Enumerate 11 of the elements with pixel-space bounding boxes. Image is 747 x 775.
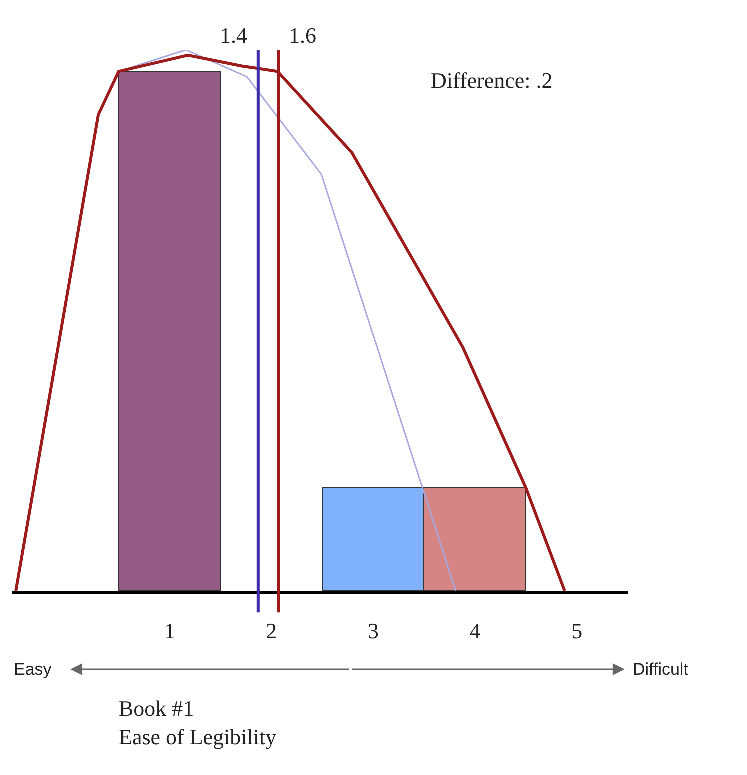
annotation: Difference: .2 <box>431 68 553 93</box>
x-tick-label: 2 <box>266 618 278 644</box>
text: 1.4 <box>220 23 248 48</box>
text: 1.6 <box>289 23 316 48</box>
x-axis-title: Book #1 Ease of Legibility <box>119 696 277 750</box>
x-tick-label: 3 <box>368 618 379 644</box>
x-tick-label: 4 <box>470 618 481 644</box>
text: Easy <box>14 660 52 679</box>
x-tick-label: 1 <box>164 618 176 644</box>
x-tick-label: 5 <box>572 618 583 644</box>
text: Difficult <box>633 660 689 679</box>
